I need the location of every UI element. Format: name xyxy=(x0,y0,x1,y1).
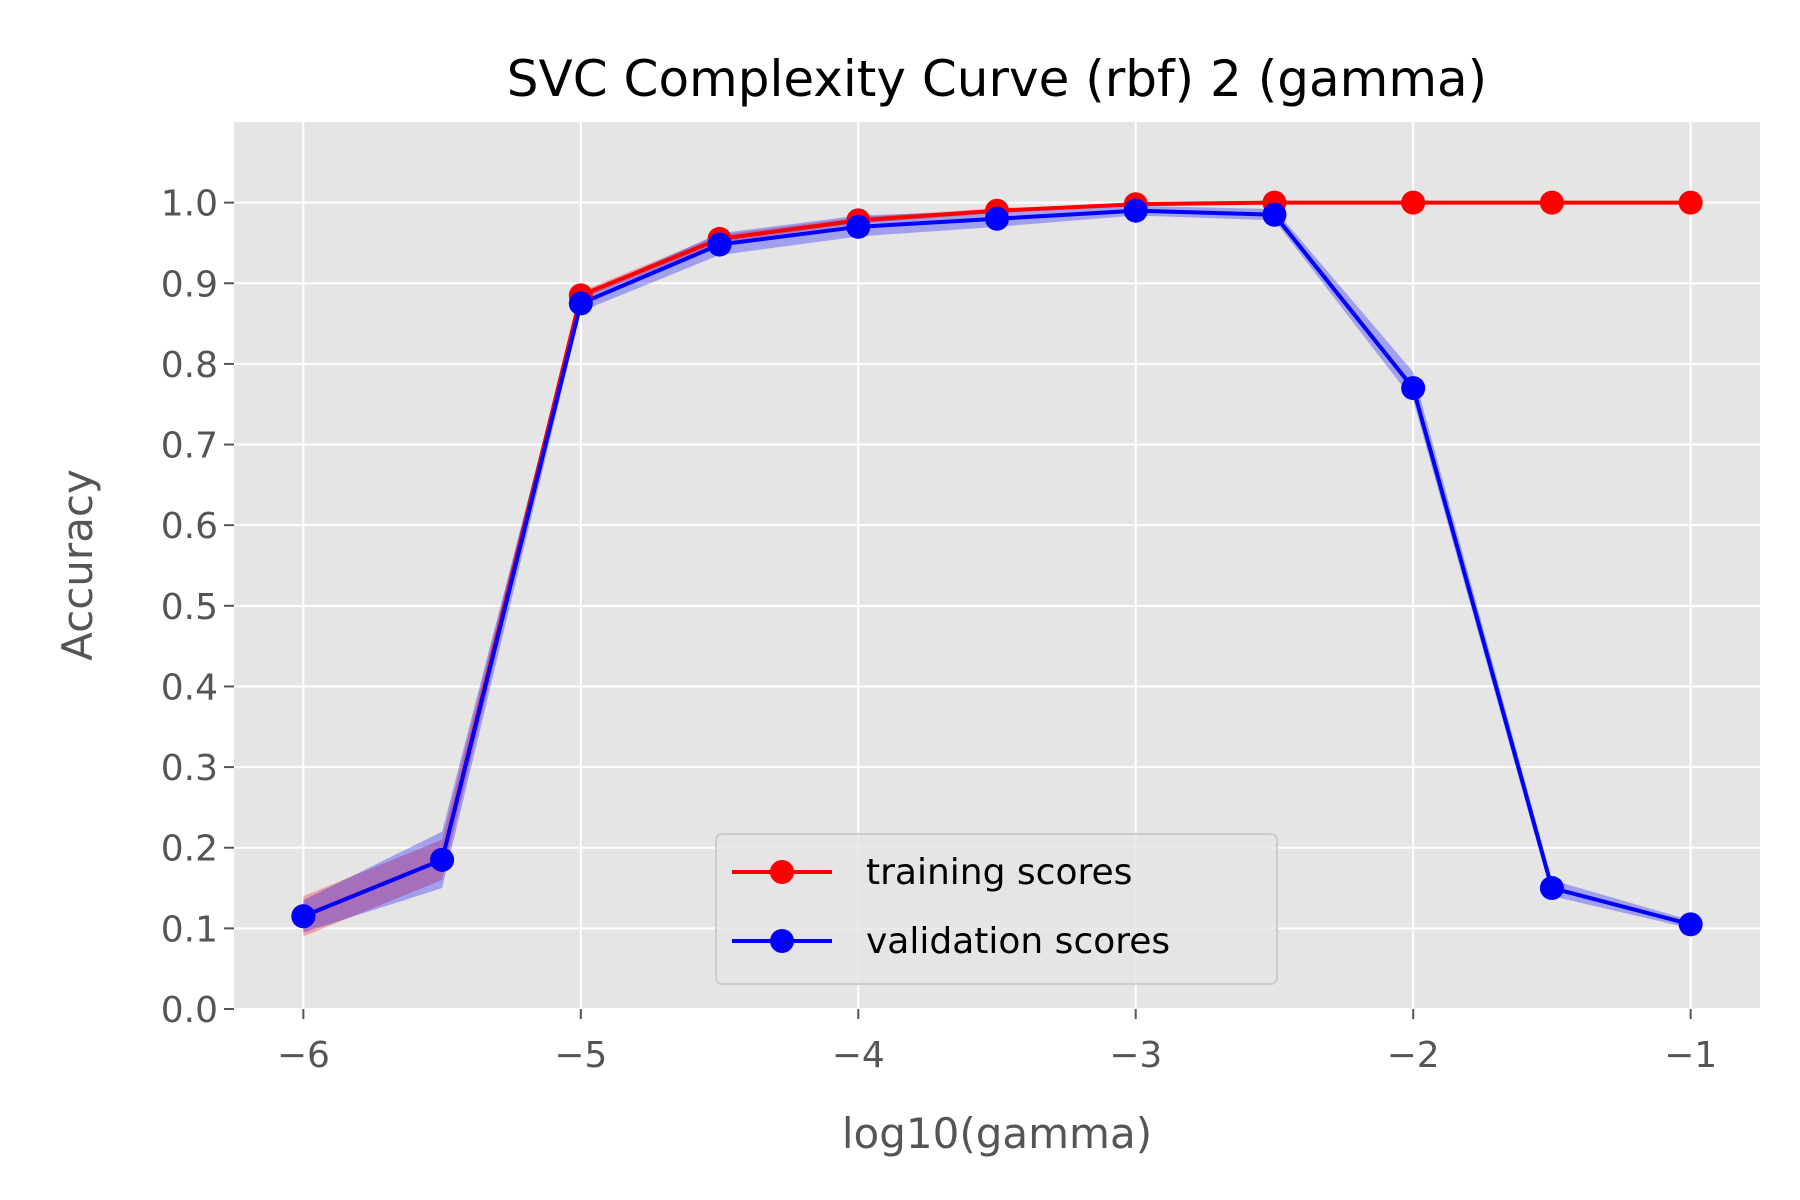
training-scores-point xyxy=(1678,190,1703,215)
y-tick-label: 0.5 xyxy=(161,587,218,628)
validation-scores-point xyxy=(846,214,871,239)
validation-scores-point xyxy=(1401,376,1426,401)
y-tick-label: 0.1 xyxy=(161,909,218,950)
validation-scores-point xyxy=(1678,912,1703,937)
x-tick-label: −3 xyxy=(1109,1035,1162,1076)
legend-swatch-training-marker xyxy=(770,860,794,884)
validation-scores-point xyxy=(985,206,1009,231)
legend-label-training: training scores xyxy=(866,852,1132,893)
x-tick-label: −2 xyxy=(1387,1035,1440,1076)
x-tick-label: −4 xyxy=(832,1035,885,1076)
y-tick-label: 1.0 xyxy=(161,184,218,225)
chart-title: SVC Complexity Curve (rbf) 2 (gamma) xyxy=(507,50,1487,108)
x-axis-ticks: −6 −5 −4 −3 −2 −1 xyxy=(277,1009,1717,1076)
y-tick-label: 0.0 xyxy=(161,990,218,1031)
x-tick-label: −5 xyxy=(554,1035,607,1076)
x-tick-label: −1 xyxy=(1664,1035,1717,1076)
training-scores-point xyxy=(1539,190,1564,215)
validation-scores-point xyxy=(568,291,593,316)
y-tick-label: 0.7 xyxy=(161,426,218,467)
y-tick-label: 0.9 xyxy=(161,264,218,305)
y-tick-label: 0.8 xyxy=(161,345,218,386)
legend-box xyxy=(715,833,1278,985)
y-tick-label: 0.2 xyxy=(161,829,218,870)
y-tick-label: 0.6 xyxy=(161,506,218,547)
training-scores-point xyxy=(1401,190,1426,215)
series-points xyxy=(291,190,1703,937)
validation-scores-point xyxy=(291,904,316,929)
legend-swatch-validation-marker xyxy=(770,929,794,953)
validation-scores-point xyxy=(707,232,732,257)
y-axis-label: Accuracy xyxy=(53,469,102,661)
x-axis-label: log10(gamma) xyxy=(842,1109,1152,1158)
validation-scores-point xyxy=(1262,202,1287,227)
y-axis-ticks: 0.0 0.1 0.2 0.3 0.4 0.5 0.6 0.7 0.8 0.9 1.0 xyxy=(161,184,234,1031)
legend: training scores validation scores xyxy=(715,833,1278,985)
validation-scores-point xyxy=(1123,198,1148,223)
legend-label-validation: validation scores xyxy=(866,921,1170,962)
validation-scores-point xyxy=(430,847,455,872)
x-tick-label: −6 xyxy=(277,1035,330,1076)
validation-scores-point xyxy=(1539,876,1564,901)
y-tick-label: 0.4 xyxy=(161,667,218,708)
y-tick-label: 0.3 xyxy=(161,748,218,789)
